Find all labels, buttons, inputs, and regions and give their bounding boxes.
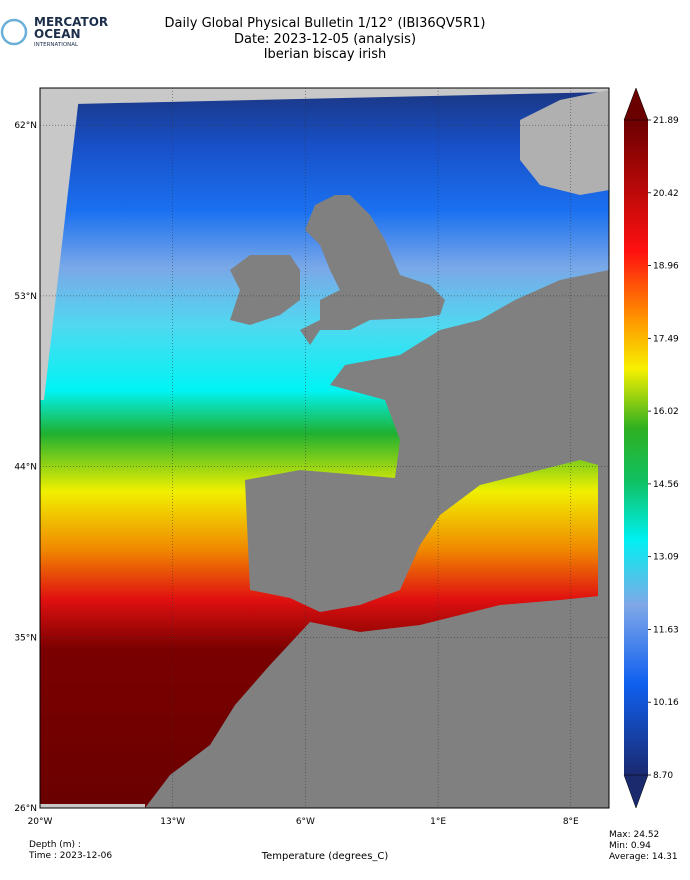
map: 20°W 13°W 6°W 1°E 8°E 26°N 35°N 44°N 53°N 62°N (14, 87, 610, 827)
time: Time : 2023-12-06 (28, 851, 112, 861)
europe (245, 270, 609, 612)
colorbar-tick-label: 10.16 (653, 698, 679, 708)
colorbar-ticks: 8.70 10.16 11.63 13.09 14.56 16.02 17.49 18.96 2… (648, 116, 679, 781)
outside-domain (40, 804, 145, 808)
colorbar-extend (623, 774, 649, 809)
outside-domain (40, 88, 80, 400)
outside-domain (75, 88, 609, 104)
colorbar-tick-label: 18.96 (653, 262, 679, 272)
colorbar-tick-label: 17.49 (653, 334, 679, 344)
y-tick-label: 26°N (14, 804, 37, 814)
colorbar-tick-label: 11.63 (653, 625, 679, 635)
y-tick-label: 53°N (14, 292, 37, 302)
logo-icon (0, 18, 28, 46)
x-tick-label: 20°W (28, 817, 53, 827)
africa (145, 595, 609, 808)
ireland (230, 255, 300, 325)
colorbar-tick-label: 14.56 (653, 480, 679, 490)
map-frame (39, 87, 610, 809)
colorbar-tick-label: 16.02 (653, 407, 679, 417)
variable: Temperature (degrees_C) (261, 851, 389, 862)
colorbar-tick-label: 21.89 (653, 116, 679, 126)
y-tick-label: 62°N (14, 121, 37, 131)
scandinavia (520, 90, 609, 195)
region: Iberian biscay irish (264, 47, 387, 62)
max: Max: 24.52 (609, 830, 659, 840)
x-tick-label: 1°E (430, 817, 446, 827)
colorbar-extend (623, 87, 649, 121)
land (145, 90, 609, 808)
logo-text: MERCATOR (34, 15, 108, 29)
colorbar: 8.70 10.16 11.63 13.09 14.56 16.02 17.49 18.96 2… (623, 87, 679, 809)
x-tick-label: 13°W (160, 817, 185, 827)
min: Min: 0.94 (609, 841, 651, 851)
britain (300, 195, 445, 345)
y-tick-label: 44°N (14, 463, 37, 473)
logo-text: OCEAN (34, 27, 81, 41)
depth: Depth (m) : (29, 840, 81, 850)
average: Average: 14.31 (609, 852, 678, 862)
logo: MERCATOR OCEAN INTERNATIONAL (0, 15, 108, 48)
colorbar-scale (624, 120, 648, 775)
colorbar-tick-label: 20.42 (653, 189, 679, 199)
title: Daily Global Physical Bulletin 1/12° (IB… (165, 16, 486, 31)
date: Date: 2023-12-05 (analysis) (234, 32, 416, 47)
colorbar-tick-label: 8.70 (653, 771, 673, 781)
grid: 20°W 13°W 6°W 1°E 8°E 26°N 35°N 44°N 53°N 62°N (14, 88, 609, 827)
logo-text: INTERNATIONAL (34, 42, 79, 48)
colorbar-tick-label: 13.09 (653, 553, 679, 563)
y-tick-label: 35°N (14, 633, 37, 643)
x-tick-label: 6°W (296, 817, 315, 827)
x-tick-label: 8°E (563, 817, 579, 827)
